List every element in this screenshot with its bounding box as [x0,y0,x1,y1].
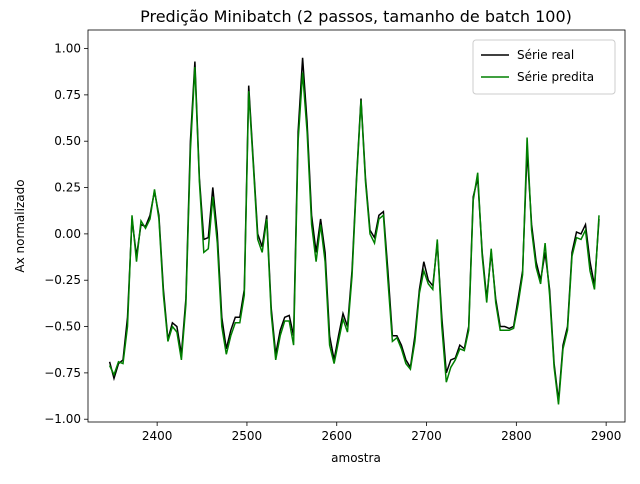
y-tick-label: 0.50 [54,134,81,148]
y-tick-label: −0.25 [44,273,81,287]
chart-title: Predição Minibatch (2 passos, tamanho de… [140,7,572,26]
y-tick-label: −1.00 [44,412,81,426]
legend-label: Série real [517,48,574,62]
x-tick-label: 2600 [321,429,352,443]
x-tick-label: 2800 [501,429,532,443]
x-tick-label: 2500 [232,429,263,443]
x-tick-label: 2900 [591,429,622,443]
y-tick-label: −0.50 [44,320,81,334]
x-axis-label: amostra [331,451,381,465]
plot-frame [87,29,626,423]
y-axis-label: Ax normalizado [13,179,27,272]
y-tick-label: 1.00 [54,42,81,56]
legend-box [472,39,616,95]
y-tick-label: 0.25 [54,181,81,195]
line-series [108,67,600,405]
legend-label: Série predita [517,70,594,84]
y-tick-label: −0.75 [44,366,81,380]
y-tick-label: 0.00 [54,227,81,241]
y-tick-label: 0.75 [54,88,81,102]
x-tick-label: 2400 [142,429,173,443]
x-tick-label: 2700 [411,429,442,443]
